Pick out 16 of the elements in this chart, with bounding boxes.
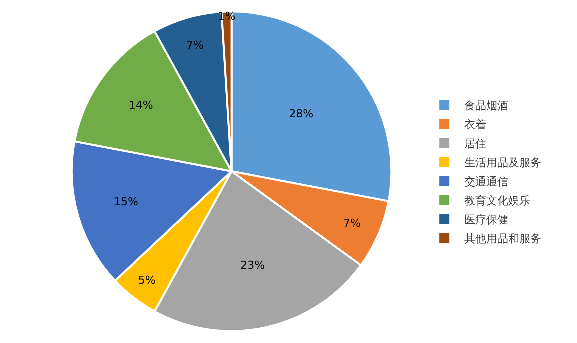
legend-label: 生活用品及服务	[464, 156, 542, 170]
legend-label: 医疗保健	[464, 213, 509, 226]
data-label: 1%	[218, 10, 236, 24]
legend-label: 居住	[464, 137, 487, 150]
data-label: 14%	[128, 99, 154, 112]
data-label: 5%	[138, 274, 156, 288]
legend-label: 交通通信	[464, 175, 509, 188]
data-label: 7%	[344, 217, 361, 230]
legend-label: 衣着	[464, 118, 487, 132]
legend-label: 教育文化娱乐	[464, 194, 531, 208]
data-label: 23%	[240, 258, 266, 272]
data-label: 15%	[114, 196, 138, 209]
data-label: 7%	[186, 38, 204, 52]
data-label: 28%	[289, 107, 314, 120]
legend-label: 食品烟酒	[464, 99, 509, 112]
legend-label: 其他用品和服务	[464, 232, 542, 246]
